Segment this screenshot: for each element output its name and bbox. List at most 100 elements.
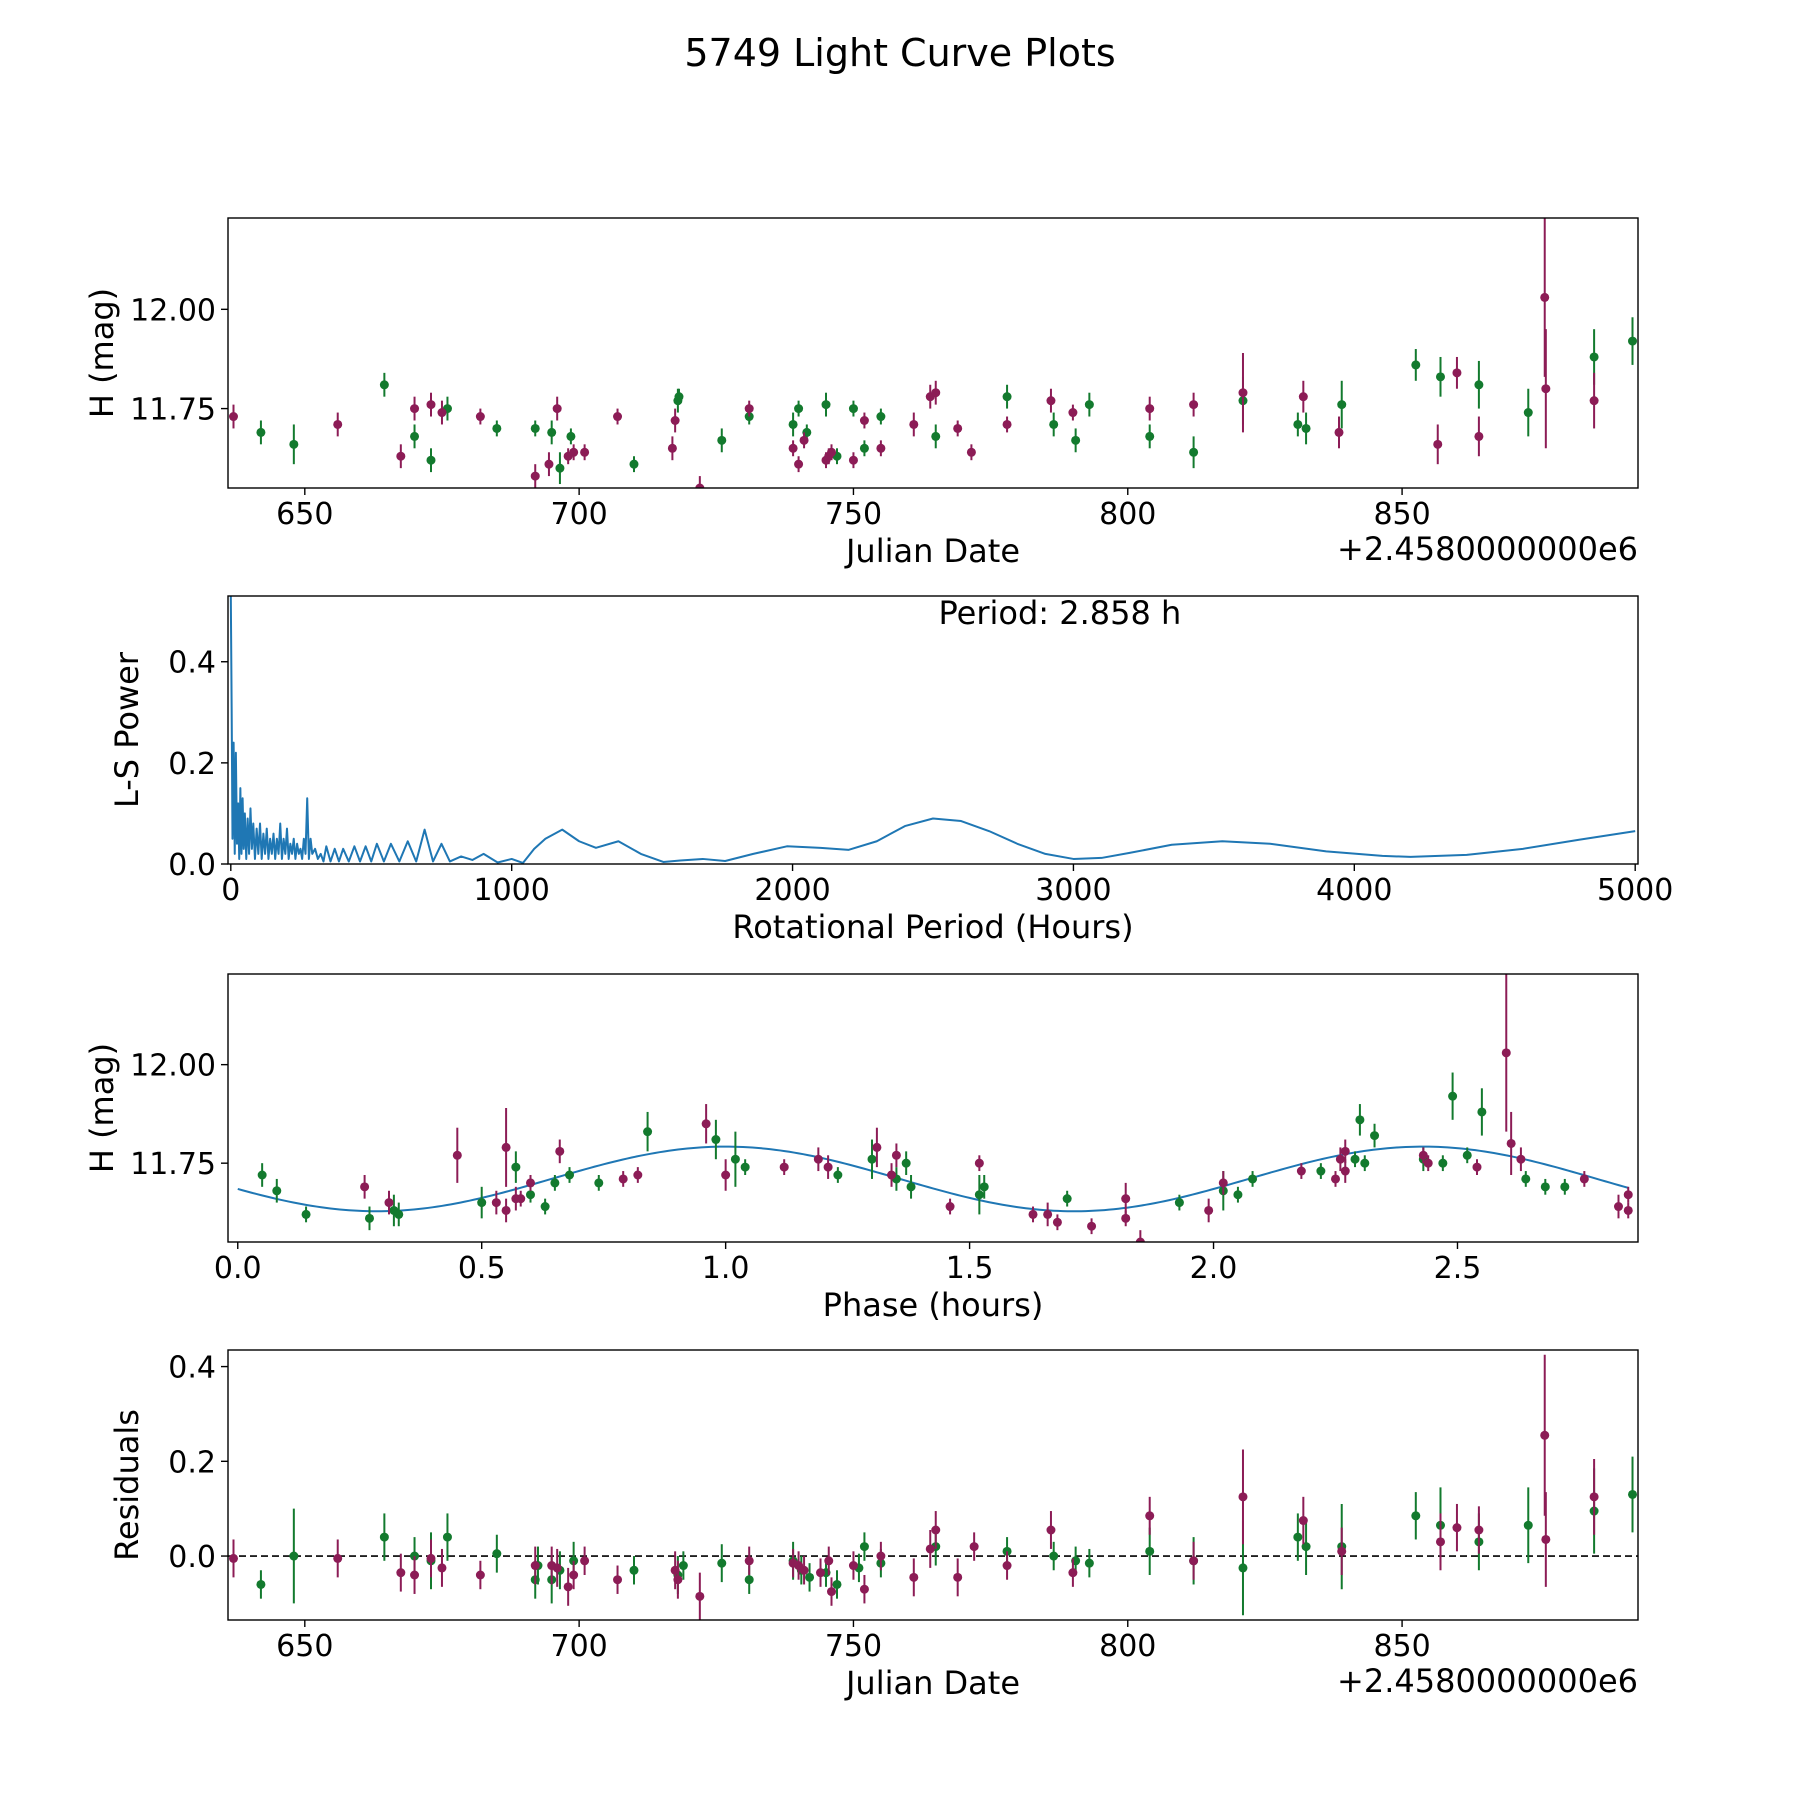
data-point-green (1360, 1158, 1370, 1168)
data-point-green (1628, 1489, 1638, 1499)
data-point-green (717, 1558, 727, 1568)
plot-area (229, 596, 1636, 864)
x-tick-label: 4000 (1316, 873, 1392, 908)
data-point-red (816, 1568, 826, 1578)
data-point-red (670, 416, 680, 425)
data-point-red (876, 443, 886, 453)
data-point-red (1046, 1525, 1056, 1535)
plot-light-curve: 650 700 750 800 850 11.75 12.00 Julian Date H (m… (83, 217, 1639, 570)
data-point-red (1068, 408, 1078, 418)
data-point-red (426, 400, 436, 410)
plot-area (228, 218, 1638, 488)
data-point-green (1355, 1115, 1365, 1125)
data-point-green (711, 1135, 721, 1145)
data-point-green (629, 459, 639, 469)
data-point-green (1049, 419, 1059, 429)
data-point-green (629, 1565, 639, 1575)
x-tick-label: 1000 (474, 873, 550, 908)
data-point-red (633, 1170, 643, 1180)
data-point-green (788, 419, 798, 429)
data-point-red (1540, 292, 1550, 302)
data-point-red (613, 412, 623, 422)
data-point-red (475, 412, 485, 422)
data-point-red (1087, 1221, 1097, 1231)
data-point-green (565, 1170, 575, 1180)
data-point-red (848, 1561, 858, 1571)
data-point-red (525, 1178, 535, 1188)
data-point-green (979, 1182, 989, 1192)
data-point-red (1540, 1430, 1550, 1440)
data-point-green (643, 1127, 653, 1137)
data-point-green (555, 463, 565, 473)
data-point-green (364, 1213, 374, 1223)
data-point-green (1301, 1542, 1311, 1552)
data-point-green (1589, 352, 1599, 362)
power-line (229, 596, 1636, 864)
data-point-red (1423, 1158, 1433, 1168)
data-point-red (1474, 431, 1484, 441)
data-point-red (228, 1553, 238, 1563)
plot-phase-folded: 0.0 0.5 1.0 1.5 2.0 2.5 11.75 12.00 Phase (hours… (83, 973, 1639, 1324)
data-point-red (1298, 392, 1308, 402)
data-point-red (410, 1570, 420, 1580)
y-tick-label: 0.4 (168, 1351, 216, 1386)
data-point-red (452, 1150, 462, 1160)
data-point-red (827, 1587, 837, 1597)
data-point-red (333, 1553, 343, 1563)
data-point-red (396, 1568, 406, 1578)
data-point-red (1337, 1546, 1347, 1556)
y-tick-label: 0.2 (168, 1445, 216, 1480)
data-point-red (824, 1556, 834, 1566)
data-point-red (569, 447, 579, 457)
data-point-red (1541, 1534, 1551, 1544)
data-point-red (945, 1202, 955, 1212)
x-tick-label: 750 (825, 1629, 882, 1664)
data-point-red (969, 1542, 979, 1552)
data-point-green (1337, 400, 1347, 410)
data-point-red (1506, 1138, 1516, 1148)
data-point-green (848, 404, 858, 414)
data-point-red (1238, 388, 1248, 398)
data-point-red (491, 1198, 501, 1208)
y-axis-label: L-S Power (108, 651, 146, 808)
data-point-red (1145, 404, 1155, 414)
data-point-red (701, 1119, 711, 1129)
data-point-red (848, 455, 858, 465)
data-point-red (1472, 1162, 1482, 1172)
x-tick-label: 0.0 (214, 1251, 262, 1286)
data-point-green (832, 1579, 842, 1589)
data-point-red (1121, 1194, 1131, 1204)
data-point-red (925, 1544, 935, 1554)
data-point-red (1452, 1523, 1462, 1533)
data-point-green (717, 435, 727, 445)
data-point-red (516, 1194, 526, 1204)
data-point-red (953, 1572, 963, 1582)
x-tick-label: 2.0 (1190, 1251, 1238, 1286)
axes-frame (227, 973, 1639, 1243)
data-point-green (794, 404, 804, 414)
data-point-red (744, 404, 754, 414)
data-point-red (823, 1162, 833, 1172)
data-point-green (256, 1579, 266, 1589)
data-point-green (678, 1561, 688, 1571)
data-point-green (1411, 1511, 1421, 1521)
data-point-red (1204, 1205, 1214, 1215)
data-point-red (799, 435, 809, 445)
data-point-green (594, 1178, 604, 1188)
data-point-red (1623, 1190, 1633, 1200)
data-point-red (1340, 1146, 1350, 1156)
data-point-green (1174, 1198, 1184, 1208)
data-point-green (1435, 372, 1445, 382)
data-point-red (744, 1556, 754, 1566)
figure-title: 5749 Light Curve Plots (684, 31, 1115, 75)
data-point-green (566, 431, 576, 441)
data-point-green (1350, 1154, 1360, 1164)
data-point-green (1049, 1551, 1059, 1561)
axes-frame (227, 595, 1639, 865)
data-point-green (1248, 1174, 1258, 1184)
x-tick-label: 700 (550, 497, 607, 532)
data-point-red (667, 443, 677, 453)
plot-area (237, 974, 1633, 1242)
data-point-green (1238, 1563, 1248, 1573)
data-point-red (1452, 368, 1462, 378)
